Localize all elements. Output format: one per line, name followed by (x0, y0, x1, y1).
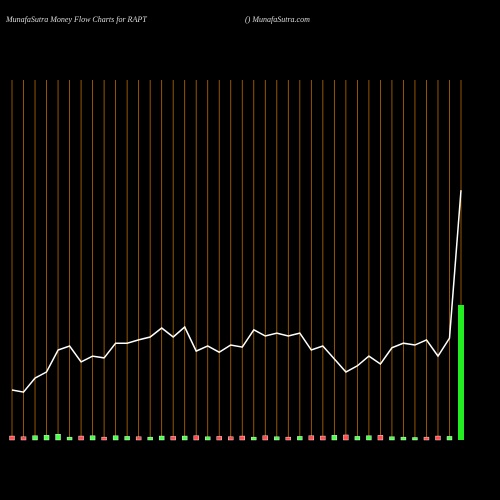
money-flow-bar (55, 434, 61, 441)
money-flow-bar (20, 436, 27, 441)
money-flow-bar (147, 436, 153, 441)
money-flow-bar (89, 435, 96, 441)
money-flow-bar (181, 435, 188, 441)
money-flow-bar (193, 435, 199, 441)
money-flow-bar (423, 436, 430, 441)
money-flow-bar (124, 436, 130, 441)
money-flow-bar (435, 435, 441, 441)
money-flow-bar (43, 435, 50, 441)
chart-subtitle: () MunafaSutra.com (245, 15, 310, 24)
money-flow-bar (32, 435, 38, 441)
money-flow-bar (377, 435, 384, 441)
money-flow-bar (228, 436, 234, 441)
money-flow-bar (389, 436, 395, 441)
money-flow-bar (308, 435, 315, 441)
money-flow-bar (158, 435, 165, 441)
money-flow-bar (66, 436, 73, 441)
money-flow-bar (274, 436, 280, 441)
money-flow-bar (216, 436, 222, 441)
money-flow-bar (135, 436, 142, 441)
money-flow-bar (262, 435, 268, 441)
money-flow-bar (251, 436, 257, 441)
money-flow-bar (366, 435, 372, 441)
money-flow-bar (170, 436, 176, 441)
money-flow-bar (101, 436, 107, 441)
money-flow-bar (446, 436, 453, 441)
money-flow-bar (78, 435, 84, 441)
money-flow-bar (239, 435, 245, 441)
money-flow-bar (458, 305, 464, 440)
money-flow-bar (285, 436, 292, 441)
money-flow-line (11, 190, 462, 393)
chart-title: MunafaSutra Money Flow Charts for RAPT (5, 15, 147, 24)
money-flow-bar (331, 435, 338, 441)
money-flow-bar (354, 436, 361, 441)
money-flow-bar (412, 437, 418, 441)
money-flow-bar (112, 435, 119, 441)
money-flow-bar (297, 436, 303, 441)
money-flow-bar (400, 436, 407, 441)
money-flow-bar (205, 436, 211, 441)
money-flow-bar (343, 434, 349, 441)
money-flow-bar (320, 435, 326, 441)
money-flow-bar (9, 435, 15, 441)
